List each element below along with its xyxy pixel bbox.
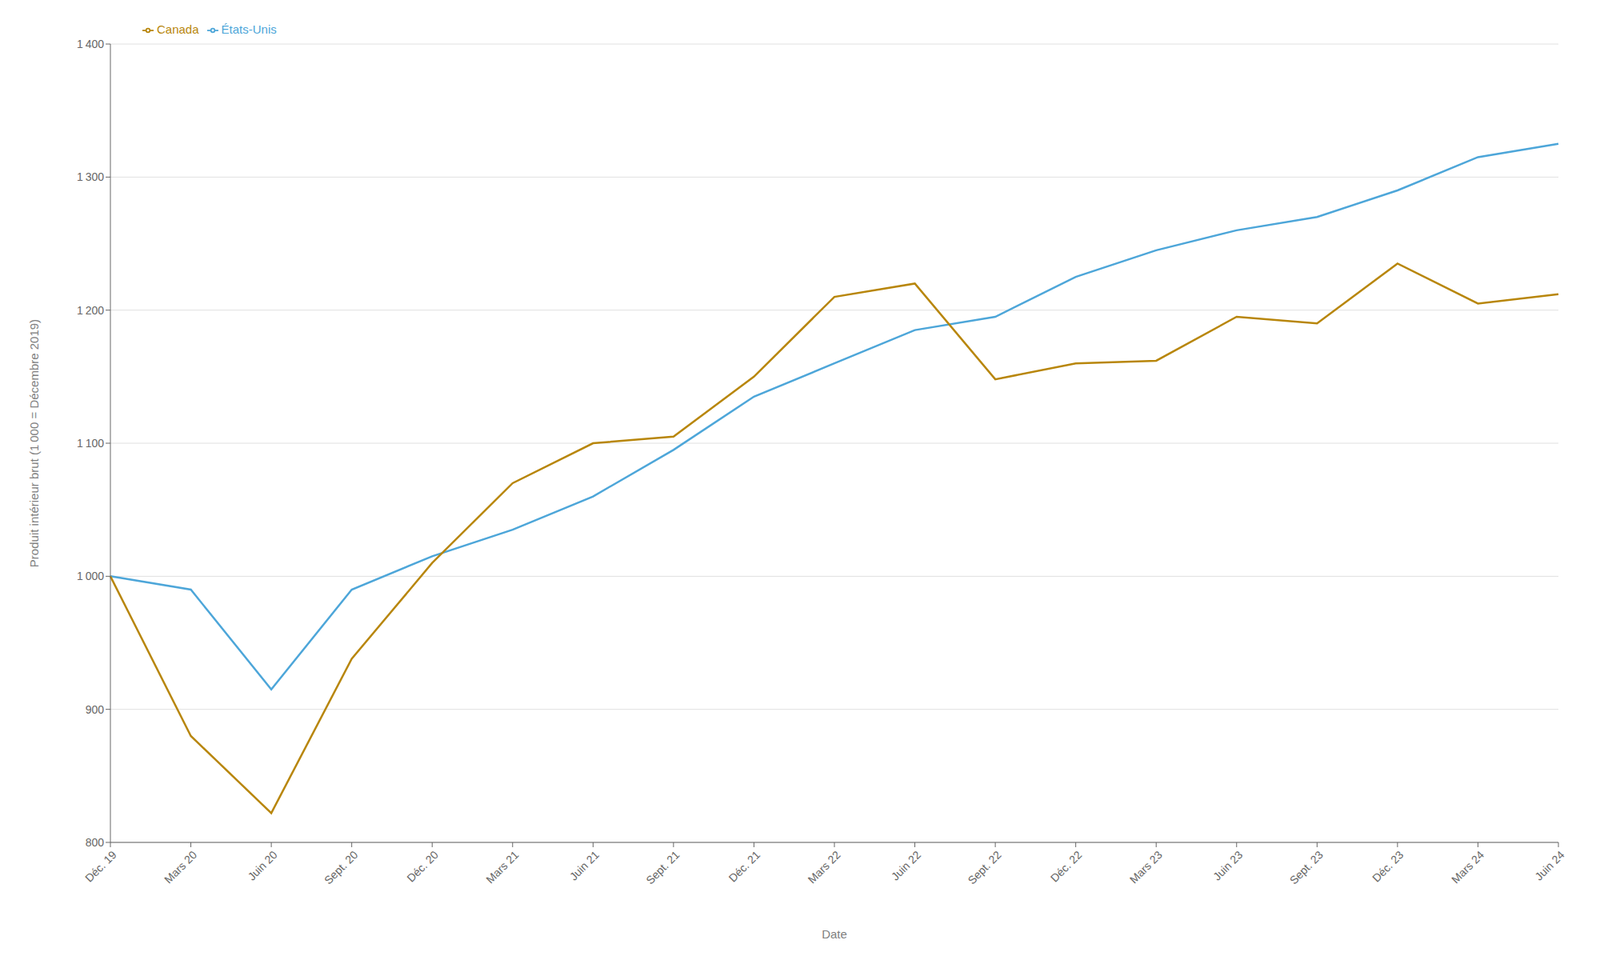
svg-text:Mars 20: Mars 20 — [161, 848, 200, 886]
svg-text:Sept. 20: Sept. 20 — [321, 848, 360, 887]
svg-text:Sept. 23: Sept. 23 — [1287, 848, 1326, 887]
html-text:États-Unis: États-Unis — [221, 22, 277, 36]
svg-text:1 000: 1 000 — [76, 569, 104, 583]
svg-text:1 300: 1 300 — [76, 170, 104, 184]
svg-text:Déc. 20: Déc. 20 — [404, 848, 441, 885]
svg-text:Juin 22: Juin 22 — [888, 848, 924, 883]
svg-text:Mars 24: Mars 24 — [1448, 848, 1487, 886]
svg-text:Mars 21: Mars 21 — [483, 848, 521, 886]
svg-text:Déc. 21: Déc. 21 — [726, 848, 764, 885]
svg-text:Produit intérieur brut (1 000: Produit intérieur brut (1 000 = Décembre… — [27, 319, 41, 568]
svg-text:1 200: 1 200 — [76, 304, 104, 317]
svg-text:Sept. 21: Sept. 21 — [643, 848, 682, 887]
svg-text:Mars 23: Mars 23 — [1127, 848, 1165, 886]
svg-text:Juin 20: Juin 20 — [244, 848, 280, 883]
svg-text:Mars 22: Mars 22 — [805, 848, 844, 886]
svg-text:800: 800 — [85, 836, 105, 849]
svg-text:Juin 24: Juin 24 — [1532, 848, 1567, 883]
svg-text:Déc. 23: Déc. 23 — [1369, 848, 1407, 885]
svg-text:Déc. 22: Déc. 22 — [1048, 848, 1085, 885]
svg-text:Juin 23: Juin 23 — [1210, 848, 1245, 883]
svg-text:Sept. 22: Sept. 22 — [965, 848, 1004, 887]
svg-text:1 400: 1 400 — [76, 37, 104, 51]
svg-text:900: 900 — [85, 703, 105, 716]
svg-text:1 100: 1 100 — [76, 436, 104, 450]
svg-text:Déc. 19: Déc. 19 — [82, 848, 120, 885]
html-text:Canada: Canada — [156, 22, 199, 36]
svg-text:Date: Date — [821, 927, 848, 941]
svg-text:Juin 21: Juin 21 — [567, 848, 602, 883]
